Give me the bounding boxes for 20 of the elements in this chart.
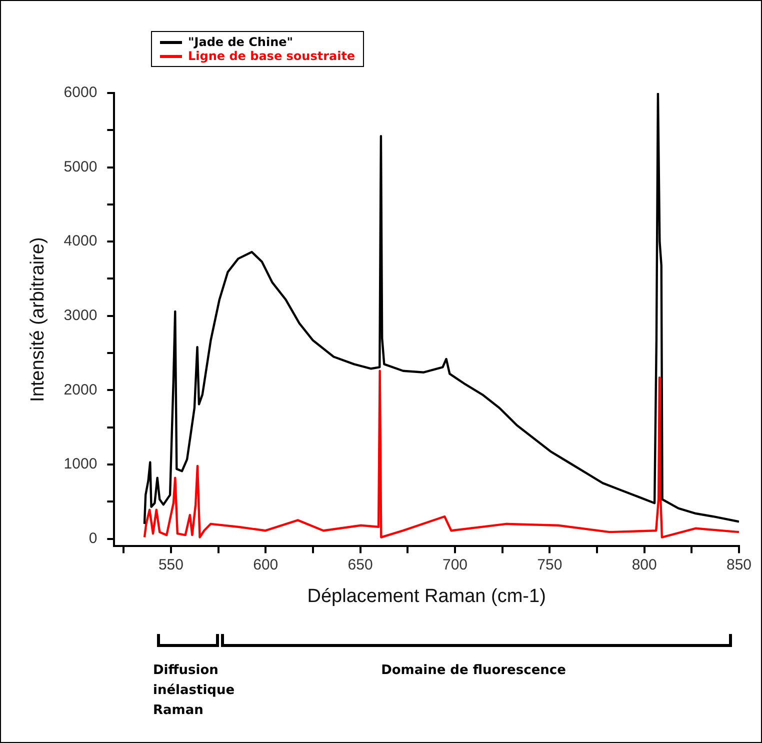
legend-label: "Jade de Chine"	[188, 35, 294, 49]
x-tick-label: 550	[158, 556, 184, 574]
legend-label: Ligne de base soustraite	[188, 49, 356, 63]
text: Diffusion inélastique Raman	[153, 662, 236, 720]
x-tick-label: 600	[253, 556, 278, 574]
x-axis-title: Déplacement Raman (cm-1)	[307, 586, 546, 607]
y-tick-label: 6000	[64, 84, 98, 102]
x-tick-label: 750	[537, 556, 562, 574]
x-tick-label: 650	[348, 556, 373, 574]
text: Domaine de fluorescence	[380, 662, 567, 680]
y-tick-label: 3000	[64, 307, 98, 324]
x-tick-label: 850	[726, 556, 752, 574]
y-tick-label: 5000	[64, 158, 98, 176]
y-axis-title: Intensité (arbitraire)	[28, 237, 49, 402]
y-tick-label: 2000	[64, 381, 98, 398]
y-tick-label: 4000	[64, 232, 98, 250]
y-tick-label: 0	[88, 530, 98, 547]
y-tick-label: 1000	[64, 456, 98, 473]
x-tick-label: 800	[632, 556, 657, 574]
x-tick-label: 700	[442, 556, 468, 574]
